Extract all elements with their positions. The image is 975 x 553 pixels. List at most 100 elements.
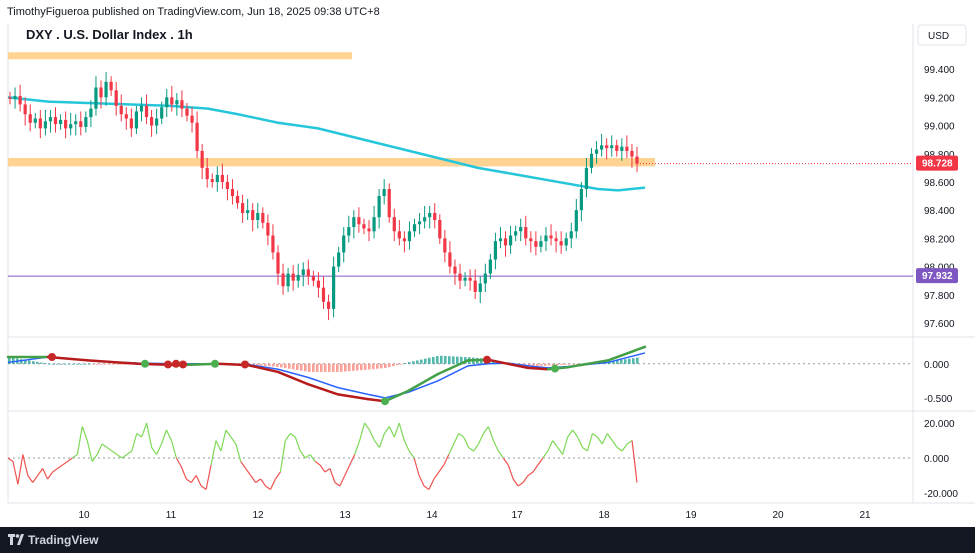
candle: [311, 270, 315, 287]
macd-line-segment: [436, 359, 470, 376]
candle: [610, 135, 614, 157]
macd-histogram-bar: [372, 363, 375, 370]
candle-body: [301, 269, 305, 276]
candle-body: [594, 149, 599, 154]
candle-body: [412, 224, 417, 232]
osc-segment: [586, 433, 594, 452]
macd-histogram-bar: [112, 363, 115, 365]
osc-segment: [359, 422, 366, 441]
macd-histogram-bar: [44, 363, 47, 364]
candle-body: [170, 97, 174, 105]
candle: [367, 220, 371, 242]
candle: [165, 88, 169, 118]
osc-segment: [17, 454, 24, 485]
candle: [468, 269, 472, 291]
osc-segment: [339, 475, 346, 487]
candle: [417, 212, 422, 235]
macd-histogram-bar: [364, 363, 367, 370]
candle-body: [367, 228, 371, 232]
macd-histogram-bar: [380, 363, 383, 369]
macd-cross-point: [483, 355, 491, 364]
macd-line-segment: [526, 366, 550, 371]
macd-line-segment: [486, 358, 510, 366]
candle: [185, 102, 189, 122]
candle: [316, 272, 321, 298]
macd-histogram-bar: [100, 363, 103, 365]
osc-segment: [329, 468, 336, 483]
osc-segment: [433, 471, 440, 480]
osc-segment: [160, 429, 168, 445]
price-tick: 98.400: [924, 206, 955, 217]
candle: [337, 246, 341, 273]
candle: [544, 227, 548, 252]
candle-body: [215, 174, 219, 182]
candle: [589, 148, 594, 174]
candle-body: [316, 280, 321, 288]
osc-segment: [200, 485, 207, 490]
oscillator-pane[interactable]: 20.000 0.000 -20.000: [7, 419, 958, 500]
candle: [276, 245, 280, 285]
candle: [503, 231, 508, 257]
osc-segment: [453, 433, 460, 445]
candle-body: [53, 117, 58, 125]
time-tick: 19: [685, 510, 697, 521]
candle-body: [402, 238, 407, 242]
osc-segment: [507, 464, 514, 480]
macd-histogram-bar: [420, 359, 423, 364]
candle-body: [448, 252, 452, 267]
candle: [155, 108, 159, 135]
macd-histogram-bar: [72, 363, 75, 365]
chart-canvas[interactable]: DXY . U.S. Dollar Index . 1h USD 99.4009…: [0, 0, 975, 527]
macd-line-segment: [566, 359, 610, 369]
macd-histogram-bar: [536, 363, 539, 366]
osc-segment: [230, 436, 237, 445]
candle-body: [326, 301, 331, 309]
candle-body: [225, 181, 230, 189]
macd-cross-point: [164, 360, 172, 369]
osc-segment: [265, 485, 271, 490]
osc-segment: [582, 447, 588, 452]
candle-body: [534, 241, 538, 247]
time-tick: 17: [511, 510, 523, 521]
macd-histogram-bar: [304, 363, 307, 372]
candle-body: [64, 119, 68, 129]
candle: [448, 241, 452, 274]
last-price-tag: [916, 155, 958, 171]
candle-body: [311, 276, 315, 281]
candle-body: [8, 97, 12, 99]
main-pane[interactable]: [8, 24, 913, 337]
macd-histogram-bar: [312, 363, 315, 372]
osc-segment: [572, 429, 579, 438]
osc-segment: [260, 478, 267, 487]
candle: [438, 214, 442, 244]
osc-segment: [403, 440, 410, 452]
candle: [559, 231, 563, 254]
candle: [428, 205, 432, 229]
osc-segment: [324, 468, 331, 473]
candle-body: [266, 222, 270, 236]
candle: [342, 227, 346, 263]
osc-segment: [463, 436, 470, 448]
macd-histogram-bar: [96, 363, 99, 365]
candle: [352, 210, 356, 239]
candle: [443, 229, 447, 263]
candle-body: [84, 117, 88, 127]
osc-segment: [91, 454, 98, 462]
macd-histogram-bar: [124, 363, 127, 365]
candle-body: [13, 95, 17, 99]
macd-pane[interactable]: 0.000 -0.500: [6, 345, 953, 406]
macd-histogram-bar: [360, 363, 363, 371]
candle: [225, 174, 230, 201]
candles[interactable]: [8, 71, 913, 321]
macd-line-segment: [306, 382, 340, 396]
candle: [43, 110, 47, 136]
macd-histogram-bar: [404, 363, 407, 364]
candle: [58, 114, 63, 130]
candle: [392, 208, 396, 242]
osc-segment: [344, 464, 351, 476]
candle: [160, 101, 164, 125]
candle: [38, 110, 42, 139]
time-tick: 21: [859, 510, 871, 521]
candle-body: [43, 121, 47, 129]
currency-button[interactable]: [917, 24, 967, 46]
